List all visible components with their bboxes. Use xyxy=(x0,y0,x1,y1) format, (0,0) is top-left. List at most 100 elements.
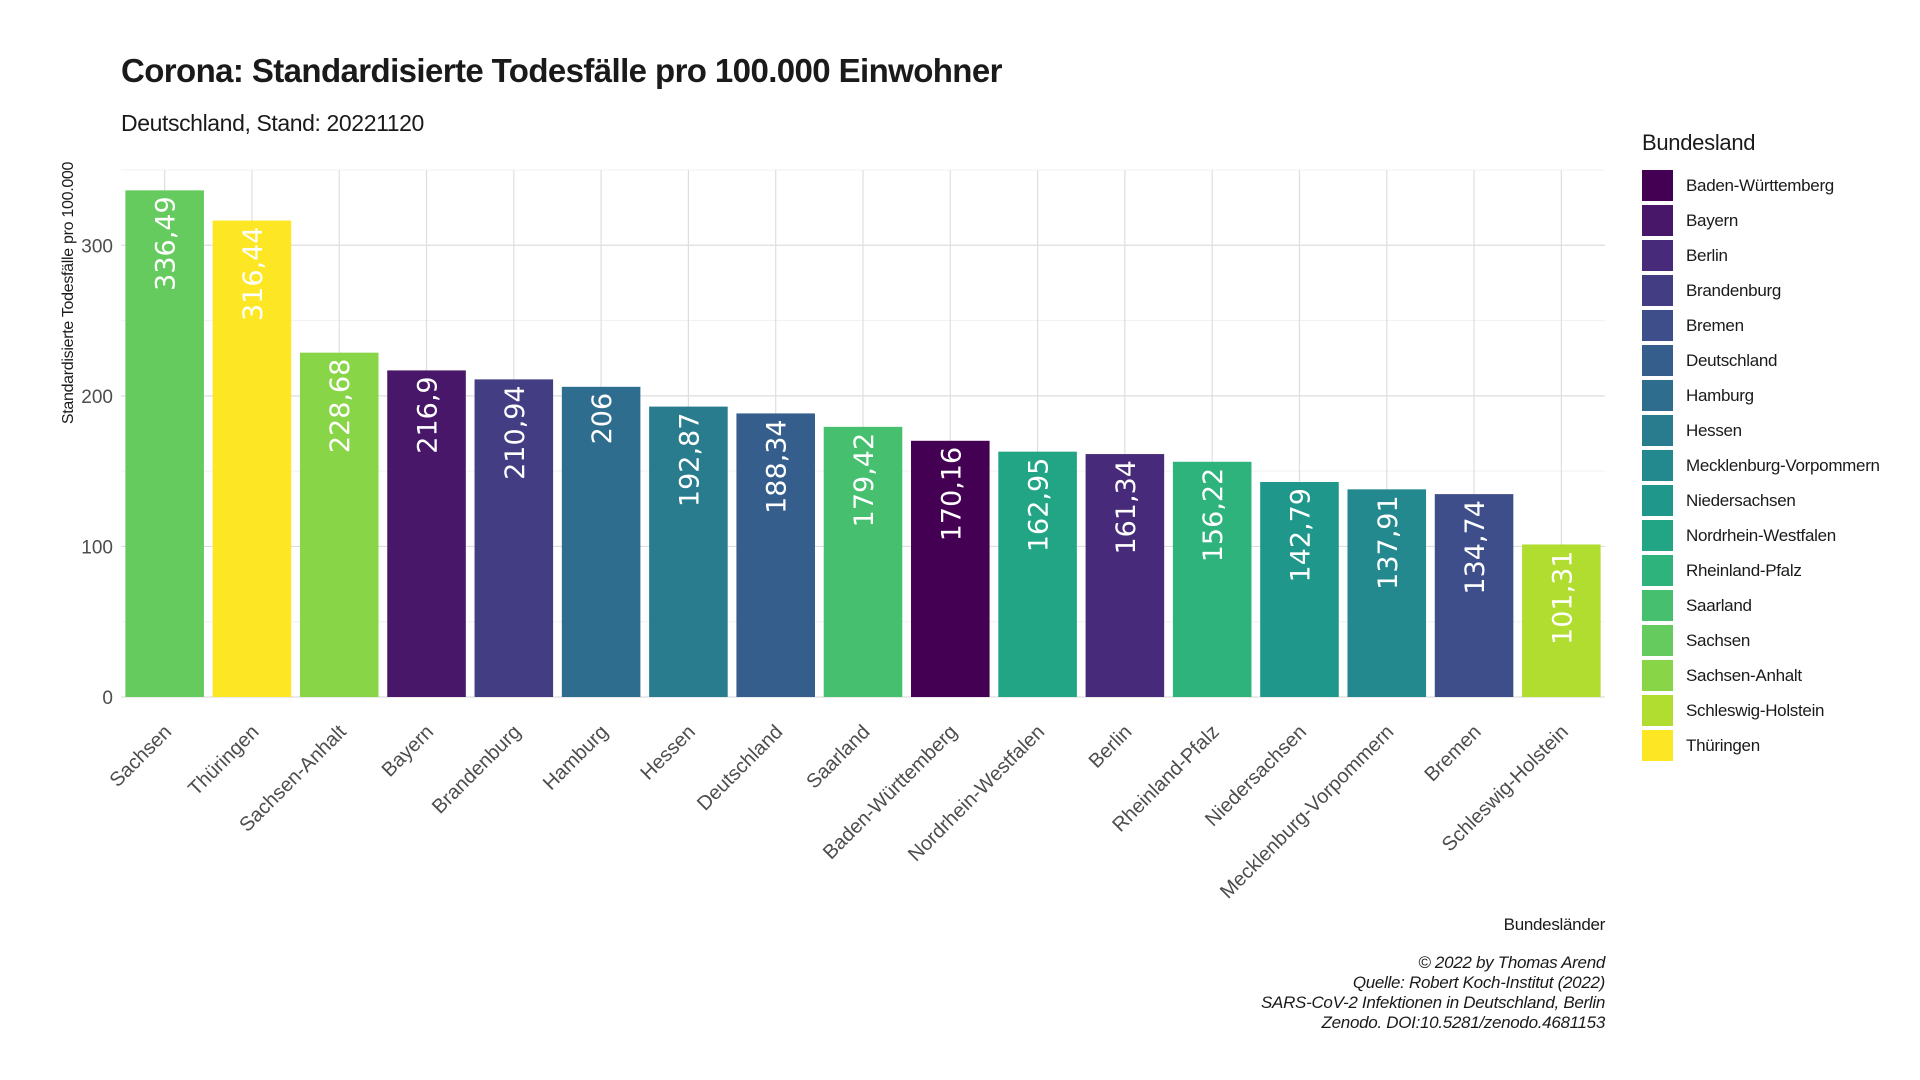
legend-swatch xyxy=(1642,485,1673,516)
x-tick-label: Hamburg xyxy=(539,721,613,795)
legend-item: Berlin xyxy=(1642,238,1880,273)
legend-item: Brandenburg xyxy=(1642,273,1880,308)
legend-label: Nordrhein-Westfalen xyxy=(1686,525,1836,545)
bar xyxy=(1434,494,1514,697)
x-tick-label: Berlin xyxy=(1085,721,1137,773)
legend-swatch xyxy=(1642,345,1673,376)
bar-value-label: 142,79 xyxy=(1285,488,1316,582)
legend-label: Bayern xyxy=(1686,210,1739,230)
legend-title: Bundesland xyxy=(1642,130,1756,155)
legend-item: Schleswig-Holstein xyxy=(1642,693,1880,728)
x-tick-label: Bremen xyxy=(1421,721,1486,786)
bar xyxy=(387,370,466,697)
bar-value-label: 134,74 xyxy=(1460,500,1491,594)
legend-swatch xyxy=(1642,695,1673,726)
legend-item: Sachsen xyxy=(1642,623,1880,658)
bar xyxy=(561,386,641,697)
legend-label: Sachsen-Anhalt xyxy=(1686,665,1802,685)
bar xyxy=(212,220,292,697)
legend-swatch xyxy=(1642,380,1673,411)
bar xyxy=(474,379,554,697)
x-axis-title: Bundesländer xyxy=(1503,915,1606,934)
bar xyxy=(649,406,728,697)
bar-value-label: 161,34 xyxy=(1111,460,1142,554)
x-tick-label: Sachsen xyxy=(106,721,177,792)
bar xyxy=(998,451,1077,697)
legend-label: Hessen xyxy=(1686,420,1742,440)
legend-swatch xyxy=(1642,590,1673,621)
y-tick-label: 100 xyxy=(81,537,113,558)
bar-value-label: 101,31 xyxy=(1547,550,1578,644)
legend-swatch xyxy=(1642,660,1673,691)
bar xyxy=(1347,489,1427,697)
legend-label: Sachsen xyxy=(1686,630,1751,650)
legend-item: Bremen xyxy=(1642,308,1880,343)
chart-title: Corona: Standardisierte Todesfälle pro 1… xyxy=(121,52,1002,89)
bar xyxy=(1260,481,1339,697)
caption-line: Quelle: Robert Koch-Institut (2022) xyxy=(1352,973,1605,992)
legend-item: Nordrhein-Westfalen xyxy=(1642,518,1880,553)
legend-label: Berlin xyxy=(1686,245,1728,265)
bar-value-label: 137,91 xyxy=(1373,495,1404,589)
legend-swatch xyxy=(1642,205,1673,236)
legend-label: Mecklenburg-Vorpommern xyxy=(1686,455,1880,475)
x-tick-label: Mecklenburg-Vorpommern xyxy=(1216,721,1398,903)
bar xyxy=(911,440,990,697)
legend-item: Saarland xyxy=(1642,588,1880,623)
y-tick-label: 0 xyxy=(102,688,113,709)
legend-label: Baden-Württemberg xyxy=(1686,175,1834,195)
legend-item: Bayern xyxy=(1642,203,1880,238)
legend-item: Rheinland-Pfalz xyxy=(1642,553,1880,588)
x-tick-label: Deutschland xyxy=(693,721,787,815)
bar xyxy=(823,426,903,697)
y-tick-label: 300 xyxy=(81,236,113,257)
legend-swatch xyxy=(1642,450,1673,481)
legend-item: Mecklenburg-Vorpommern xyxy=(1642,448,1880,483)
legend-label: Rheinland-Pfalz xyxy=(1686,560,1802,580)
x-tick-label: Thüringen xyxy=(184,721,263,800)
bar-value-label: 216,9 xyxy=(413,376,444,453)
legend-label: Brandenburg xyxy=(1686,280,1781,300)
legend-label: Deutschland xyxy=(1686,350,1778,370)
bar xyxy=(1522,544,1601,697)
legend-swatch xyxy=(1642,310,1673,341)
legend-swatch xyxy=(1642,275,1673,306)
legend-swatch xyxy=(1642,555,1673,586)
legend-swatch xyxy=(1642,625,1673,656)
bar-value-label: 192,87 xyxy=(674,413,705,507)
legend-swatch xyxy=(1642,730,1673,761)
legend-item: Hamburg xyxy=(1642,378,1880,413)
y-tick-label: 200 xyxy=(81,387,113,408)
bar-value-label: 206 xyxy=(587,393,618,445)
legend-swatch xyxy=(1642,240,1673,271)
bar-value-label: 336,49 xyxy=(151,196,182,290)
bar-value-label: 228,68 xyxy=(325,359,356,453)
bar-value-label: 188,34 xyxy=(762,419,793,513)
bar-value-label: 210,94 xyxy=(500,385,531,479)
x-tick-label: Brandenburg xyxy=(428,721,525,818)
legend-label: Thüringen xyxy=(1686,735,1760,755)
x-tick-label: Saarland xyxy=(802,721,874,793)
caption-line: © 2022 by Thomas Arend xyxy=(1418,953,1605,972)
bar xyxy=(125,190,204,697)
bar-value-label: 316,44 xyxy=(238,227,269,321)
bar-value-label: 179,42 xyxy=(849,433,880,527)
legend-item: Hessen xyxy=(1642,413,1880,448)
legend-label: Bremen xyxy=(1686,315,1744,335)
bar-value-label: 156,22 xyxy=(1198,468,1229,562)
legend-item: Thüringen xyxy=(1642,728,1880,763)
legend-item: Niedersachsen xyxy=(1642,483,1880,518)
legend-item: Baden-Württemberg xyxy=(1642,168,1880,203)
legend-swatch xyxy=(1642,415,1673,446)
chart-subtitle: Deutschland, Stand: 20221120 xyxy=(121,110,424,136)
legend-label: Schleswig-Holstein xyxy=(1686,700,1825,720)
legend-swatch xyxy=(1642,170,1673,201)
legend-label: Saarland xyxy=(1686,595,1752,615)
legend-item: Deutschland xyxy=(1642,343,1880,378)
caption-line: SARS-CoV-2 Infektionen in Deutschland, B… xyxy=(1261,993,1605,1012)
legend-swatch xyxy=(1642,520,1673,551)
caption: © 2022 by Thomas Arend Quelle: Robert Ko… xyxy=(1261,953,1605,1033)
legend-label: Hamburg xyxy=(1686,385,1754,405)
legend-label: Niedersachsen xyxy=(1686,490,1796,510)
